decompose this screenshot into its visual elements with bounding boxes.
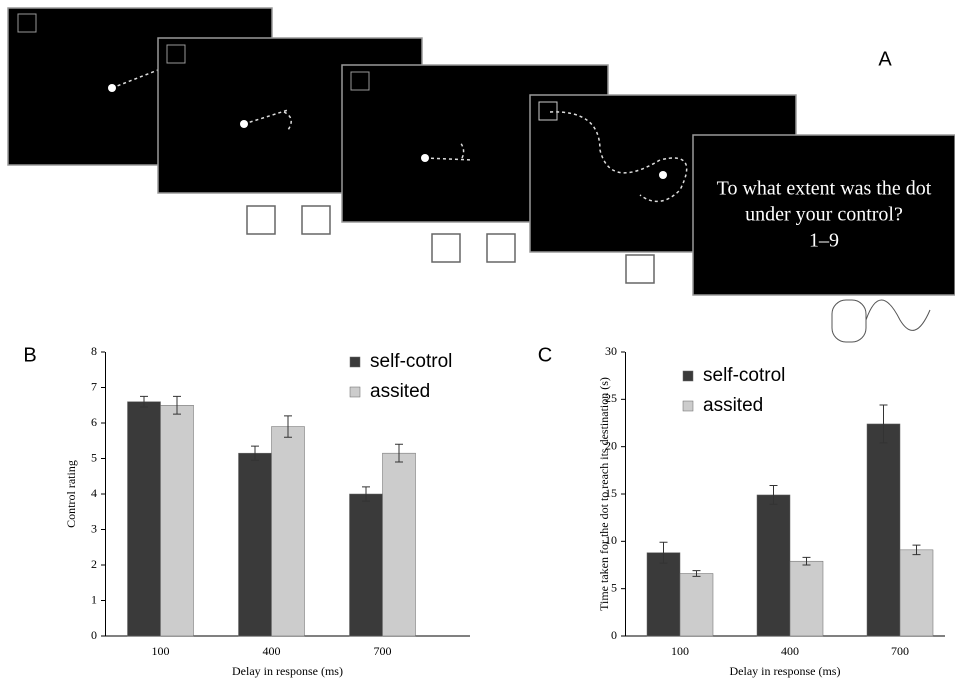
dot [108, 84, 116, 92]
y-tick-label: 1 [91, 592, 97, 606]
legend-swatch [683, 371, 693, 381]
bar [680, 574, 713, 636]
panel-a: To what extent was the dot under your co… [8, 8, 955, 342]
y-axis-label: Control rating [64, 460, 78, 528]
left-key [432, 234, 460, 262]
bar [757, 495, 790, 636]
y-tick-label: 30 [605, 344, 617, 358]
bar [239, 453, 272, 636]
panel-label: C [538, 344, 552, 366]
x-tick-label: 100 [671, 644, 689, 658]
question-line: under your control? [745, 204, 903, 226]
legend-swatch [350, 387, 360, 397]
x-axis-label: Delay in response (ms) [232, 664, 343, 678]
left-key [247, 206, 275, 234]
bar [867, 424, 900, 636]
legend-swatch [350, 357, 360, 367]
y-tick-label: 5 [611, 580, 617, 594]
question-line: To what extent was the dot [717, 178, 932, 200]
panel-label: A [878, 48, 892, 70]
left-key [626, 255, 654, 283]
bar [790, 561, 823, 636]
legend-label: assited [703, 395, 763, 416]
bar [647, 553, 680, 636]
bar [272, 427, 305, 636]
y-tick-label: 5 [91, 450, 97, 464]
x-tick-label: 100 [152, 644, 170, 658]
mouse-icon [832, 300, 866, 342]
y-tick-label: 7 [91, 379, 97, 393]
x-tick-label: 400 [263, 644, 281, 658]
y-axis-label: Time taken for the dot to reach its dest… [597, 377, 611, 611]
figure: To what extent was the dot under your co… [0, 0, 955, 680]
bar [161, 405, 194, 636]
x-tick-label: 400 [781, 644, 799, 658]
y-tick-label: 0 [91, 628, 97, 642]
x-axis-label: Delay in response (ms) [730, 664, 841, 678]
panel-label: B [23, 344, 36, 366]
bar [128, 402, 161, 636]
x-tick-label: 700 [891, 644, 909, 658]
y-tick-label: 2 [91, 557, 97, 571]
dot [659, 171, 667, 179]
y-tick-label: 0 [611, 628, 617, 642]
right-key [487, 234, 515, 262]
legend-swatch [683, 401, 693, 411]
bar [900, 550, 933, 636]
y-tick-label: 3 [91, 521, 97, 535]
bar [350, 494, 383, 636]
bar [383, 453, 416, 636]
dot [421, 154, 429, 162]
y-tick-label: 6 [91, 415, 97, 429]
y-tick-label: 4 [91, 486, 97, 500]
legend-label: self-cotrol [370, 351, 452, 372]
dot [240, 120, 248, 128]
right-key [302, 206, 330, 234]
rating-range: 1–9 [809, 230, 839, 252]
legend-label: self-cotrol [703, 365, 785, 386]
mouse-cable [866, 300, 930, 330]
legend-label: assited [370, 381, 430, 402]
x-tick-label: 700 [374, 644, 392, 658]
y-tick-label: 8 [91, 344, 97, 358]
